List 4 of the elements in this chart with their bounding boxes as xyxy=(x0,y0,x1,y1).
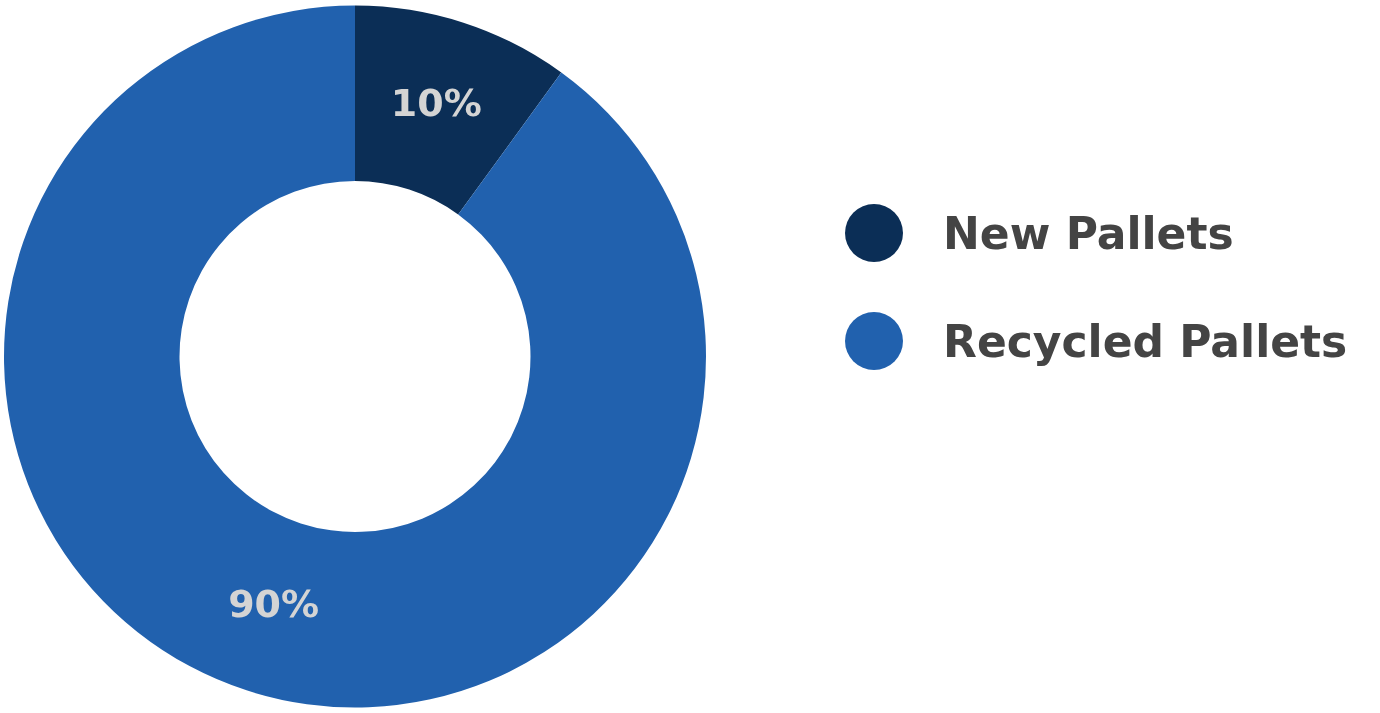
data-label: 10% xyxy=(390,81,482,126)
data-label: 90% xyxy=(228,581,320,626)
legend-label: Recycled Pallets xyxy=(943,315,1348,367)
legend-label: New Pallets xyxy=(943,207,1234,259)
